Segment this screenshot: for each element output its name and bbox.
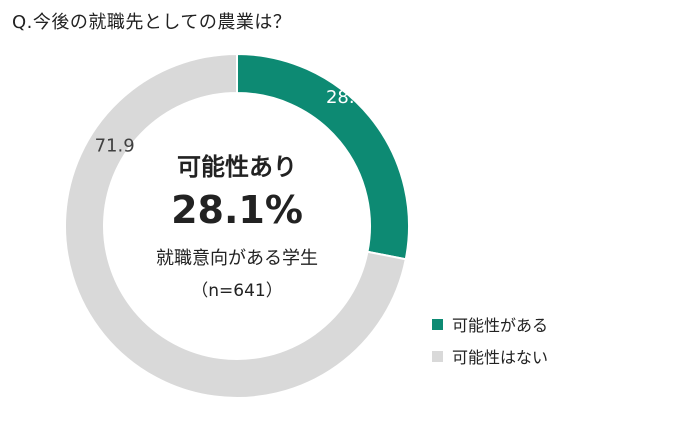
center-value: 28.1% bbox=[171, 188, 303, 232]
legend: 可能性がある 可能性はない bbox=[432, 313, 548, 377]
data-label-not-possible: 71.9 bbox=[95, 135, 135, 156]
donut-slice-not-possible bbox=[64, 52, 407, 399]
center-subtitle: 就職意向がある学生 bbox=[156, 248, 318, 269]
legend-swatch-possible bbox=[432, 318, 443, 330]
question-title: Q.今後の就職先としての農業は？ bbox=[12, 12, 292, 33]
center-sample-size: （n=641） bbox=[191, 281, 283, 301]
legend-label-not-possible: 可能性はない bbox=[452, 348, 549, 367]
legend-swatch-not-possible bbox=[432, 350, 443, 362]
legend-item-not-possible: 可能性はない bbox=[432, 345, 548, 367]
legend-label-possible: 可能性がある bbox=[452, 316, 549, 335]
legend-item-possible: 可能性がある bbox=[432, 313, 548, 335]
data-label-possible: 28.1 bbox=[326, 87, 366, 108]
center-label: 可能性あり bbox=[177, 153, 297, 181]
